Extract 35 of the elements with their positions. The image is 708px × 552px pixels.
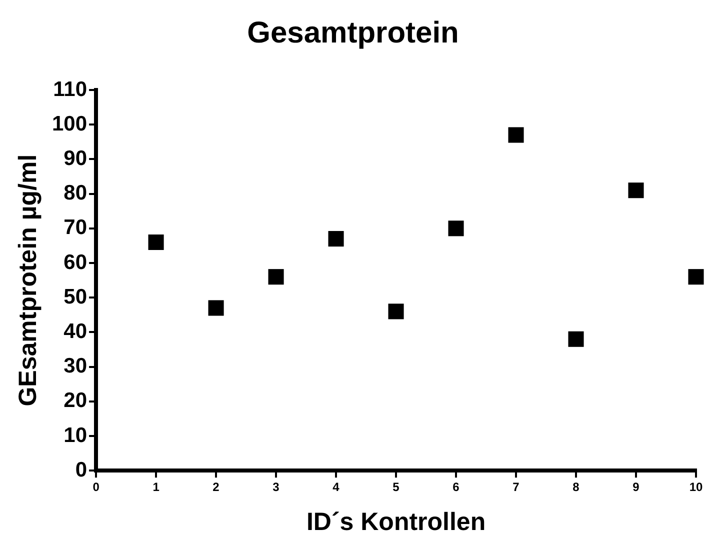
y-tick-label: 10 — [64, 424, 88, 447]
point — [328, 231, 344, 247]
chart-title: Gesamtprotein — [247, 16, 459, 50]
y-tick-label: 100 — [52, 112, 88, 136]
x-tick-label: 3 — [272, 480, 280, 494]
y-tick-label: 30 — [64, 354, 88, 378]
point — [268, 269, 284, 285]
y-tick-label: 60 — [64, 250, 88, 274]
y-tick-label: 20 — [64, 389, 88, 412]
point — [628, 182, 644, 198]
point — [388, 304, 404, 320]
point — [448, 220, 464, 236]
y-tick-label: 80 — [64, 182, 88, 205]
y-tick-label: 90 — [64, 146, 88, 170]
point — [688, 269, 704, 285]
y-tick-label: 110 — [53, 78, 88, 101]
x-tick-label: 7 — [512, 480, 520, 494]
x-tick-label: 1 — [152, 480, 160, 494]
y-tick-label: 40 — [64, 320, 88, 343]
x-tick-label: 2 — [212, 480, 220, 494]
y-axis-title: GEsamtprotein µg/ml — [14, 154, 42, 406]
x-tick-label: 6 — [452, 480, 460, 494]
x-tick-label: 4 — [332, 480, 340, 494]
y-tick-label: 50 — [64, 285, 88, 308]
x-tick-label: 5 — [392, 480, 400, 494]
x-tick-label: 10 — [689, 480, 703, 494]
y-tick-label: 70 — [64, 216, 88, 240]
x-tick-label: 0 — [92, 480, 100, 494]
x-axis-title: ID´s Kontrollen — [306, 508, 486, 536]
x-tick-label: 9 — [632, 480, 640, 494]
point — [208, 300, 224, 316]
point — [568, 331, 584, 347]
x-tick-label: 8 — [572, 480, 580, 494]
point — [508, 127, 524, 143]
point — [148, 234, 164, 250]
